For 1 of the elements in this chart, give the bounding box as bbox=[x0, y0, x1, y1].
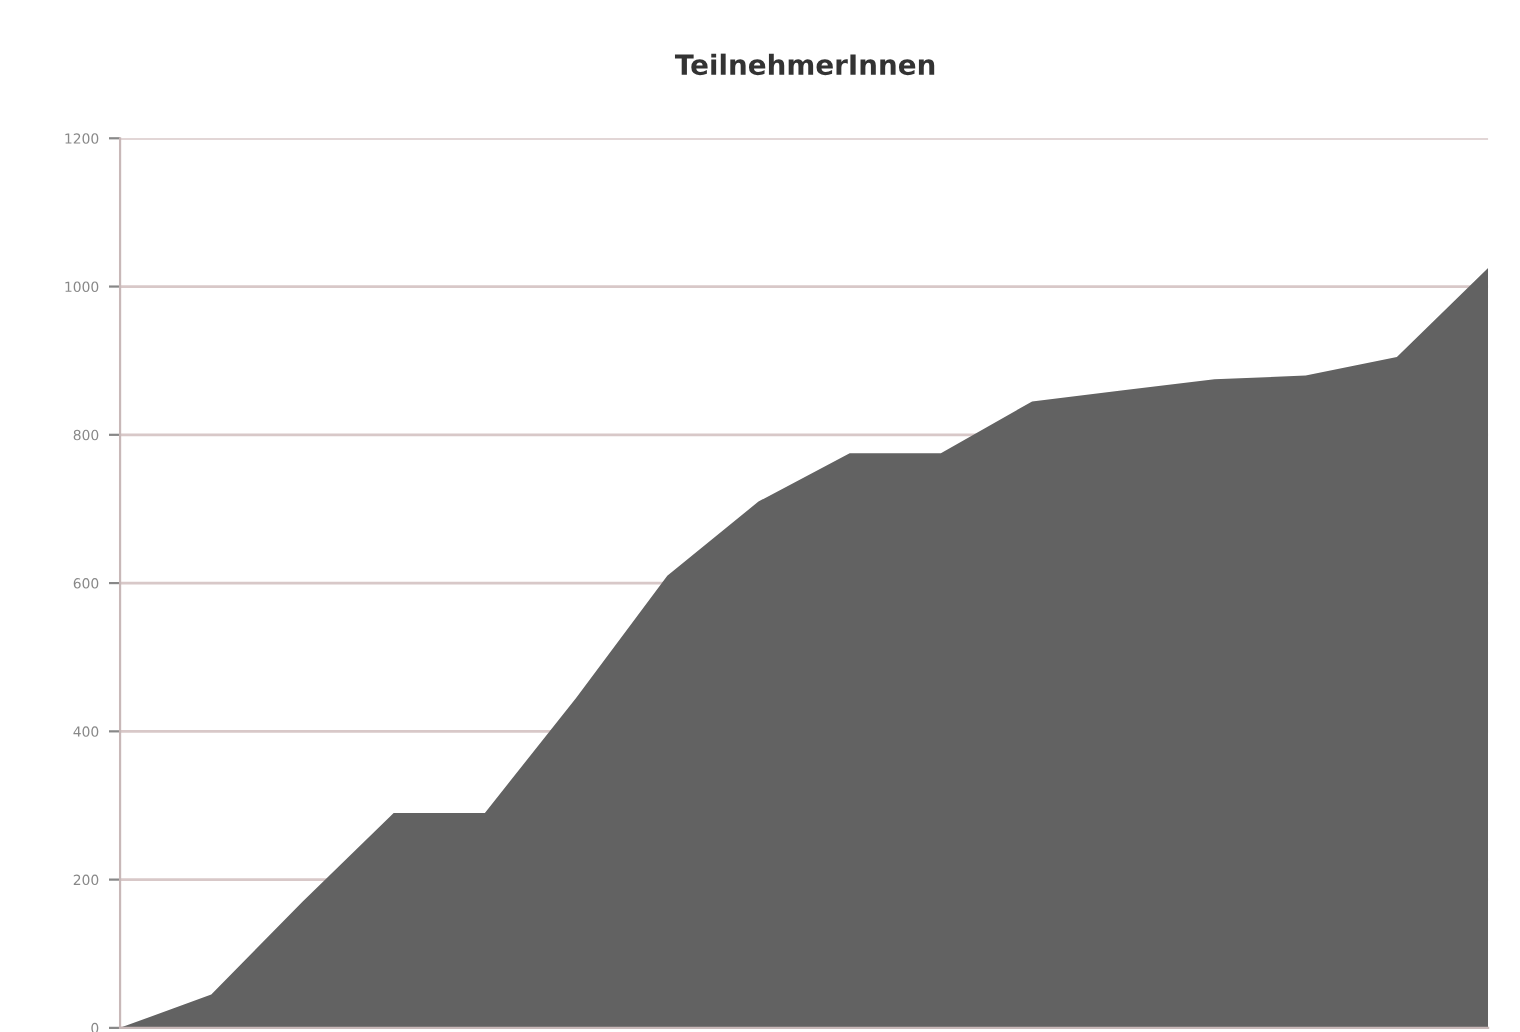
chart-title: TeilnehmerInnen bbox=[674, 53, 935, 76]
